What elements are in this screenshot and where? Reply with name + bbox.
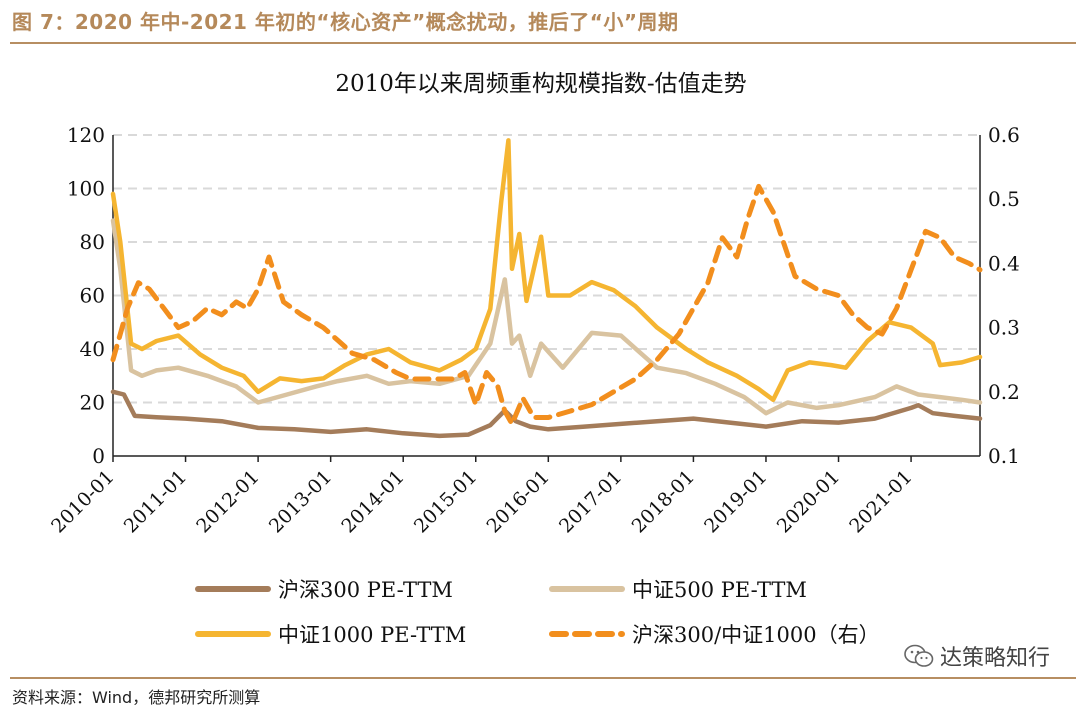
right-tick-label: 0.1 <box>988 444 1020 468</box>
figure-title: 图 7：2020 年中-2021 年初的“核心资产”概念扰动，推后了“小”周期 <box>12 10 679 34</box>
right-tick-label: 0.6 <box>988 123 1020 147</box>
series-line-0 <box>110 389 983 439</box>
left-tick-label: 0 <box>92 444 105 468</box>
x-tick-label: 2017-01 <box>555 466 626 537</box>
x-tick-label: 2010-01 <box>47 466 118 537</box>
wechat-icon <box>904 644 934 667</box>
watermark-text: 达策略知行 <box>939 646 1050 671</box>
chart-title: 2010年以来周频重构规模指数-估值走势 <box>335 71 746 97</box>
x-tick-label: 2015-01 <box>410 466 481 537</box>
watermark: 达策略知行 <box>904 640 1050 672</box>
top-rule <box>10 42 1076 44</box>
x-tick-label: 2013-01 <box>265 466 336 537</box>
right-axis: 0.1 0.2 0.3 0.4 0.5 0.6 <box>979 123 1020 468</box>
bottom-rule <box>10 677 1076 679</box>
series-line-2 <box>110 138 983 403</box>
x-tick-label: 2012-01 <box>192 466 263 537</box>
right-tick-label: 0.5 <box>988 187 1020 211</box>
left-tick-label: 120 <box>67 123 105 147</box>
x-tick-label: 2014-01 <box>337 466 408 537</box>
x-tick-label: 2019-01 <box>700 466 771 537</box>
x-axis: 2010-01 2011-01 2012-01 2013-01 2014-01 2015-… <box>47 455 980 537</box>
series-line-3 <box>110 183 983 427</box>
legend-label-3: 沪深300/中证1000（右） <box>632 623 880 647</box>
right-tick-label: 0.4 <box>988 251 1020 275</box>
left-tick-label: 40 <box>80 337 105 361</box>
left-axis: 0 20 40 60 80 100 120 <box>67 123 114 468</box>
source-note: 资料来源：Wind，德邦研究所测算 <box>12 688 261 707</box>
x-tick-label: 2021-01 <box>845 466 916 537</box>
x-tick-label: 2020-01 <box>773 466 844 537</box>
legend-label-2: 中证1000 PE-TTM <box>278 623 466 647</box>
x-tick-label: 2018-01 <box>628 466 699 537</box>
left-tick-label: 100 <box>67 177 105 201</box>
legend-label-0: 沪深300 PE-TTM <box>278 578 453 602</box>
series-line-1 <box>110 218 983 416</box>
chart: 2010年以来周频重构规模指数-估值走势 0 20 40 60 80 100 120 0.1… <box>47 71 1020 647</box>
x-tick-label: 2016-01 <box>482 466 553 537</box>
legend-label-1: 中证500 PE-TTM <box>632 578 807 602</box>
x-tick-label: 2011-01 <box>120 466 191 537</box>
right-tick-label: 0.2 <box>988 380 1020 404</box>
left-tick-label: 20 <box>80 391 105 415</box>
series-lines <box>110 138 983 439</box>
left-tick-label: 60 <box>80 284 105 308</box>
left-tick-label: 80 <box>80 230 105 254</box>
right-tick-label: 0.3 <box>988 316 1020 340</box>
legend: 沪深300 PE-TTM 中证500 PE-TTM 中证1000 PE-TTM 沪深3… <box>195 578 880 647</box>
